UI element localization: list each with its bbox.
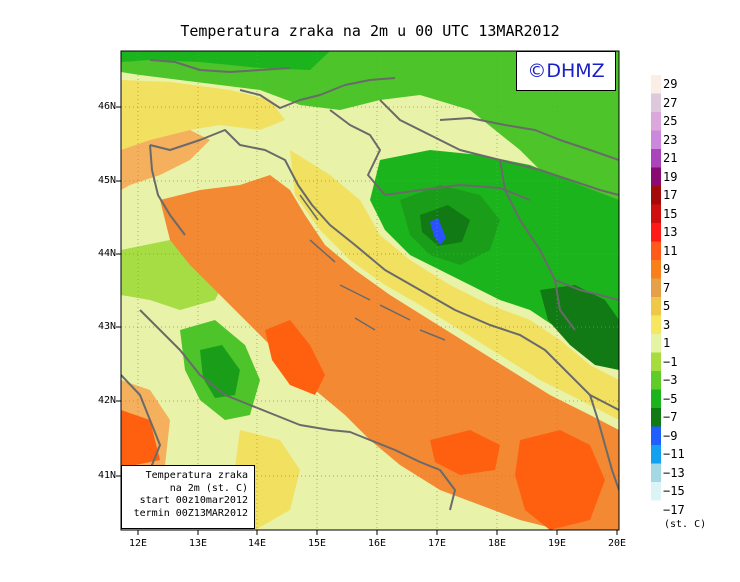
north-green-zone: [121, 51, 619, 205]
coastlines-borders: [121, 59, 619, 511]
legend-label: 15: [663, 206, 678, 221]
legend-label: 11: [663, 243, 678, 258]
map-field: [121, 51, 619, 530]
legend-label: 7: [663, 280, 671, 295]
legend-swatch: [651, 426, 661, 445]
legend-swatch: [651, 389, 661, 408]
legend-swatch: [651, 352, 661, 371]
legend-label: 17: [663, 188, 678, 203]
legend-swatch: [651, 149, 661, 168]
legend-swatch: [651, 167, 661, 186]
legend-units: (st. C): [664, 519, 707, 530]
legend-label: 5: [663, 299, 671, 314]
legend-swatch: [651, 112, 661, 131]
lat-label-41n: 41N: [97, 470, 116, 481]
lon-label-19e: 19E: [547, 538, 567, 549]
legend-label: 23: [663, 132, 678, 147]
legend-swatch: [651, 482, 661, 501]
legend-label: 3: [663, 317, 671, 332]
legend-label: 9: [663, 262, 671, 277]
legend-label: −9: [663, 428, 678, 443]
ionian-warm-spot: [515, 430, 605, 530]
legend-swatch: [651, 130, 661, 149]
legend-label: 19: [663, 169, 678, 184]
legend-color-bar: [651, 75, 661, 519]
legend-swatch: [651, 241, 661, 260]
dhmz-copyright: ©DHMZ: [516, 51, 616, 91]
legend-label: −15: [663, 484, 685, 499]
legend-swatch: [651, 334, 661, 353]
legend-swatch: [651, 371, 661, 390]
legend-swatch: [651, 278, 661, 297]
lon-label-20e: 20E: [607, 538, 627, 549]
coastal-yellow-band: [290, 150, 619, 420]
lon-label-16e: 16E: [367, 538, 387, 549]
legend-swatch: [651, 204, 661, 223]
otranto-warm-spot: [430, 430, 500, 475]
dalmatian-islands: [299, 194, 446, 341]
info-line-4: termin 00Z13MAR2012: [133, 507, 248, 519]
legend-label: −13: [663, 465, 685, 480]
lon-label-17e: 17E: [427, 538, 447, 549]
info-line-2: na 2m (st. C): [169, 482, 248, 494]
adriatic-sea-warm: [160, 175, 619, 530]
legend-swatch: [651, 408, 661, 427]
legend-label: 27: [663, 95, 678, 110]
legend-swatch: [651, 445, 661, 464]
lon-label-12e: 12E: [128, 538, 148, 549]
info-box: Temperatura zraka na 2m (st. C) start 00…: [121, 465, 255, 529]
legend-label: 29: [663, 77, 678, 92]
lon-label-18e: 18E: [487, 538, 507, 549]
legend-label: −17: [663, 502, 685, 517]
legend-swatch: [651, 223, 661, 242]
legend-swatch: [651, 463, 661, 482]
legend-swatch: [651, 93, 661, 112]
legend-swatch: [651, 297, 661, 316]
map-title: Temperatura zraka na 2m u 00 UTC 13MAR20…: [180, 22, 560, 40]
legend-label: −1: [663, 354, 678, 369]
legend-label: 1: [663, 336, 671, 351]
po-valley-yellow: [121, 80, 285, 150]
legend-label: 25: [663, 114, 678, 129]
lon-label-15e: 15E: [307, 538, 327, 549]
bosnia-deep-green: [420, 205, 470, 246]
legend-label: −7: [663, 410, 678, 425]
lat-label-46n: 46N: [97, 101, 116, 112]
tyrrhenian-dark-orange: [121, 410, 160, 468]
legend-swatch: [651, 260, 661, 279]
alps-green-zone: [121, 51, 330, 70]
info-line-3: start 00z10mar2012: [139, 495, 248, 506]
legend-label: 21: [663, 151, 678, 166]
legend-label: −11: [663, 447, 685, 462]
lat-label-42n: 42N: [97, 395, 116, 406]
legend-label: −5: [663, 391, 678, 406]
map-frame: [120, 50, 620, 531]
legend-swatch: [651, 500, 661, 519]
lat-label-45n: 45N: [97, 175, 116, 186]
axis-ticks: [116, 106, 618, 535]
adriatic-warm-spot: [265, 320, 325, 395]
lat-label-43n: 43N: [97, 321, 116, 332]
cold-spot-blue: [430, 218, 446, 245]
lat-label-44n: 44N: [97, 248, 116, 259]
legend-label: −3: [663, 373, 678, 388]
lon-label-13e: 13E: [188, 538, 208, 549]
legend-swatch: [651, 75, 661, 94]
apennine-dark-green: [200, 345, 240, 398]
legend-swatch: [651, 186, 661, 205]
info-line-1: Temperatura zraka: [145, 470, 248, 481]
legend-swatch: [651, 315, 661, 334]
legend-label: 13: [663, 225, 678, 240]
lon-label-14e: 14E: [247, 538, 267, 549]
